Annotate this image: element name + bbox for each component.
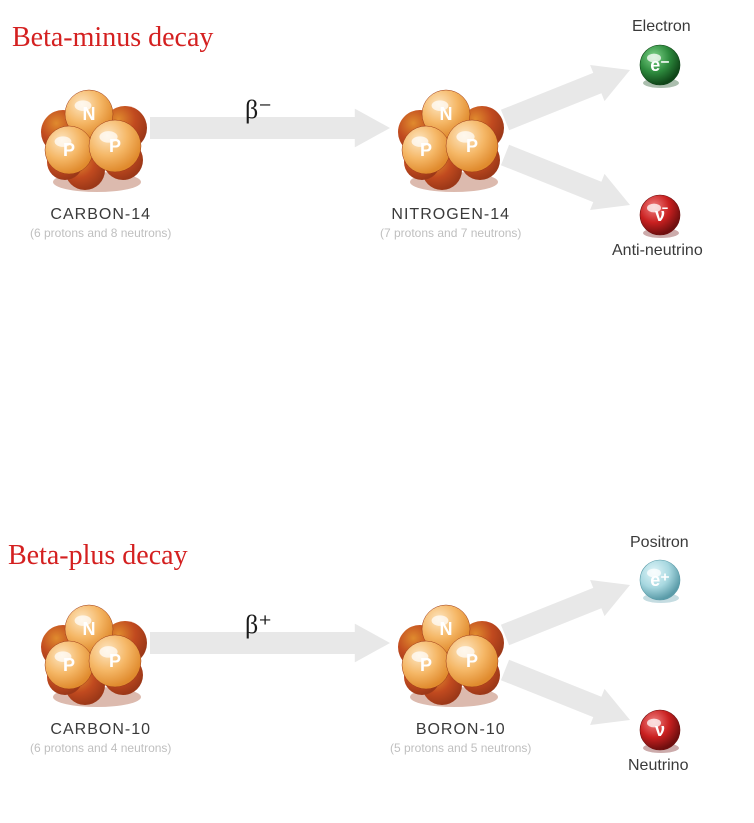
svg-text:P: P <box>109 651 121 671</box>
svg-text:P: P <box>466 651 478 671</box>
svg-text:e⁻: e⁻ <box>650 55 670 75</box>
beta-minus-symbol: β⁻ <box>245 95 272 125</box>
section-title-beta-minus: Beta-minus decay <box>12 22 213 54</box>
svg-text:P: P <box>63 655 75 675</box>
svg-text:N: N <box>83 619 96 639</box>
emit2-label-1: Neutrino <box>628 757 688 775</box>
parent-sub-1: (6 protons and 4 neutrons) <box>30 741 171 755</box>
parent-name-1: CARBON-10 <box>30 721 171 739</box>
diagram-canvas: NPPNPPe⁻ν̄NPPNPPe⁺ν <box>0 0 754 823</box>
parent-sub-0: (6 protons and 8 neutrons) <box>30 226 171 240</box>
section-title-beta-plus: Beta-plus decay <box>8 540 188 572</box>
parent-label-0: CARBON-14 (6 protons and 8 neutrons) <box>30 206 171 240</box>
svg-text:P: P <box>63 140 75 160</box>
antineutrino-label: Anti-neutrino <box>612 242 703 260</box>
svg-text:P: P <box>420 140 432 160</box>
parent-name-0: CARBON-14 <box>30 206 171 224</box>
parent-label-1: CARBON-10 (6 protons and 4 neutrons) <box>30 721 171 755</box>
emit1-label-1: Positron <box>630 534 689 552</box>
daughter-label-1: BORON-10 (5 protons and 5 neutrons) <box>390 721 531 755</box>
svg-text:P: P <box>466 136 478 156</box>
beta-plus-symbol: β⁺ <box>245 610 272 640</box>
svg-text:P: P <box>109 136 121 156</box>
neutrino-label: Neutrino <box>628 757 688 775</box>
svg-text:N: N <box>440 104 453 124</box>
daughter-sub-0: (7 protons and 7 neutrons) <box>380 226 521 240</box>
svg-text:N: N <box>83 104 96 124</box>
svg-text:N: N <box>440 619 453 639</box>
emit2-label-0: Anti-neutrino <box>612 242 703 260</box>
svg-text:e⁺: e⁺ <box>650 570 670 590</box>
svg-text:ν: ν <box>655 720 665 740</box>
electron-label: Electron <box>632 18 691 36</box>
svg-text:P: P <box>420 655 432 675</box>
daughter-name-1: BORON-10 <box>390 721 531 739</box>
positron-label: Positron <box>630 534 689 552</box>
daughter-name-0: NITROGEN-14 <box>380 206 521 224</box>
daughter-label-0: NITROGEN-14 (7 protons and 7 neutrons) <box>380 206 521 240</box>
daughter-sub-1: (5 protons and 5 neutrons) <box>390 741 531 755</box>
emit1-label-0: Electron <box>632 18 691 36</box>
